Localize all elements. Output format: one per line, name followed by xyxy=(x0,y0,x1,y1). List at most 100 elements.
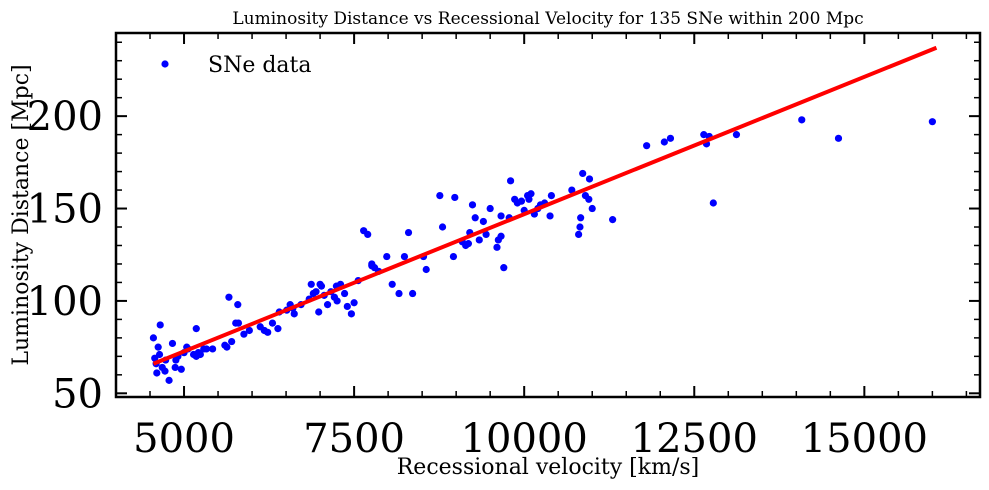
data-point xyxy=(395,289,403,298)
y-tick-label: 100 xyxy=(27,279,103,325)
plot-frame xyxy=(114,31,982,399)
data-point xyxy=(464,240,473,248)
data-point xyxy=(368,262,376,270)
data-point xyxy=(475,236,483,244)
x-axis-label: Recessional velocity [km/s] xyxy=(397,455,700,480)
x-tick-label: 10000 xyxy=(461,416,588,462)
data-point xyxy=(165,376,173,384)
data-point xyxy=(343,302,351,311)
data-point xyxy=(422,265,430,274)
data-point xyxy=(225,293,233,301)
data-point xyxy=(209,345,217,353)
chart-title: Luminosity Distance vs Recessional Veloc… xyxy=(232,9,863,29)
data-point xyxy=(153,369,161,377)
data-point xyxy=(409,289,417,298)
data-point xyxy=(438,223,447,231)
data-point xyxy=(576,223,584,231)
x-tick-label: 12500 xyxy=(631,416,758,462)
data-point xyxy=(290,310,298,318)
data-point xyxy=(585,195,593,203)
data-point xyxy=(151,354,159,362)
data-point xyxy=(482,230,490,239)
data-point xyxy=(364,230,372,239)
data-point xyxy=(585,175,594,183)
data-point xyxy=(312,288,320,296)
data-point xyxy=(234,301,242,309)
data-point xyxy=(547,191,556,200)
data-point xyxy=(575,230,583,239)
data-point xyxy=(192,325,200,333)
data-point xyxy=(579,169,587,178)
data-point xyxy=(609,216,617,224)
data-point xyxy=(315,308,323,316)
data-point xyxy=(228,337,236,346)
data-point xyxy=(388,280,396,288)
data-point xyxy=(486,204,494,213)
data-layer xyxy=(149,45,938,384)
data-point xyxy=(834,134,843,142)
data-point xyxy=(168,339,177,348)
data-point xyxy=(497,232,505,240)
tick-layer: 5000 7500 10000 12500 15000 50 100 150 200 xyxy=(27,33,980,462)
data-point xyxy=(317,282,326,290)
data-point xyxy=(171,363,179,372)
data-point xyxy=(333,297,341,305)
data-point xyxy=(709,199,717,207)
data-point xyxy=(400,252,409,261)
data-point xyxy=(192,352,200,360)
data-point xyxy=(347,310,355,318)
data-point xyxy=(245,326,253,335)
data-point xyxy=(264,328,272,336)
data-point xyxy=(700,131,708,139)
data-point xyxy=(268,319,277,327)
data-point xyxy=(161,367,169,375)
x-tick-label: 15000 xyxy=(801,416,928,462)
data-point xyxy=(546,212,554,220)
data-point xyxy=(568,186,576,194)
data-point xyxy=(177,365,185,373)
y-tick-label: 150 xyxy=(27,187,103,233)
data-point xyxy=(928,118,936,126)
data-point xyxy=(223,343,231,351)
data-point xyxy=(588,204,596,213)
data-point xyxy=(154,343,162,351)
data-point xyxy=(202,345,211,353)
data-point xyxy=(506,177,515,185)
data-point xyxy=(666,134,675,142)
data-point xyxy=(240,330,248,338)
data-point xyxy=(527,190,535,198)
data-point xyxy=(660,138,668,146)
data-point xyxy=(323,301,332,309)
data-point xyxy=(525,195,533,203)
data-point xyxy=(307,280,315,288)
x-tick-label: 7500 xyxy=(303,416,405,462)
data-point xyxy=(451,193,459,202)
legend-marker xyxy=(161,60,169,68)
data-point xyxy=(471,214,479,222)
data-point xyxy=(350,299,358,307)
data-point xyxy=(156,321,164,329)
data-point xyxy=(577,214,585,222)
y-tick-label: 200 xyxy=(27,94,103,140)
data-point xyxy=(274,325,282,333)
data-point xyxy=(436,191,444,200)
data-point xyxy=(468,201,477,209)
data-point xyxy=(517,197,526,205)
data-point xyxy=(500,264,508,272)
data-point xyxy=(340,289,349,298)
data-point xyxy=(479,217,487,226)
legend-label: SNe data xyxy=(208,53,312,78)
legend: SNe data xyxy=(161,53,312,78)
x-tick-label: 5000 xyxy=(133,416,235,462)
data-point xyxy=(497,212,505,220)
data-point xyxy=(493,243,501,251)
data-point xyxy=(798,116,806,124)
data-point xyxy=(383,252,391,261)
data-point xyxy=(732,131,741,139)
data-point xyxy=(234,319,243,327)
fit-line xyxy=(152,45,938,366)
data-point xyxy=(404,228,413,237)
data-point xyxy=(449,252,458,261)
data-point xyxy=(149,334,158,342)
